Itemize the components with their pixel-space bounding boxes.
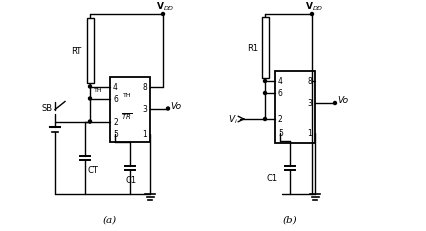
Circle shape (264, 80, 267, 83)
Text: V$_{DD}$: V$_{DD}$ (305, 0, 323, 13)
Text: Vo: Vo (170, 102, 181, 110)
Text: R1: R1 (248, 44, 259, 53)
Circle shape (167, 108, 170, 110)
Text: (a): (a) (103, 215, 117, 224)
Text: TH: TH (94, 88, 102, 93)
Bar (262, 18, 268, 78)
Text: $\overline{TR}$: $\overline{TR}$ (121, 111, 132, 121)
Text: CT: CT (88, 166, 99, 174)
Text: 1: 1 (307, 129, 312, 138)
Text: 5: 5 (278, 129, 283, 138)
Text: RT: RT (71, 47, 81, 55)
Bar (110, 77, 150, 142)
Text: V$_{DD}$: V$_{DD}$ (156, 0, 174, 13)
Bar (275, 72, 315, 143)
Text: 2: 2 (113, 118, 118, 126)
Text: 4: 4 (278, 77, 283, 86)
Text: 2: 2 (278, 115, 283, 124)
Bar (86, 18, 93, 84)
Text: 8: 8 (142, 83, 147, 92)
Circle shape (89, 86, 92, 89)
Text: TH: TH (123, 93, 131, 97)
Text: 4: 4 (113, 83, 118, 92)
Text: 3: 3 (307, 99, 312, 108)
Text: (b): (b) (283, 215, 297, 224)
Text: V$_i$: V$_i$ (228, 113, 238, 126)
Circle shape (161, 13, 164, 16)
Text: 5: 5 (113, 129, 118, 138)
Text: C1: C1 (266, 173, 278, 182)
Text: 1: 1 (142, 129, 147, 138)
Circle shape (264, 118, 267, 121)
Circle shape (334, 102, 337, 105)
Text: 6: 6 (278, 89, 283, 98)
Text: C1: C1 (126, 176, 137, 184)
Circle shape (89, 121, 92, 123)
Text: Vo: Vo (337, 96, 348, 105)
Circle shape (311, 13, 314, 16)
Text: 3: 3 (142, 105, 147, 113)
Text: SB: SB (41, 103, 52, 112)
Text: 8: 8 (307, 77, 312, 86)
Text: 6: 6 (113, 94, 118, 103)
Circle shape (89, 97, 92, 100)
Circle shape (264, 92, 267, 95)
